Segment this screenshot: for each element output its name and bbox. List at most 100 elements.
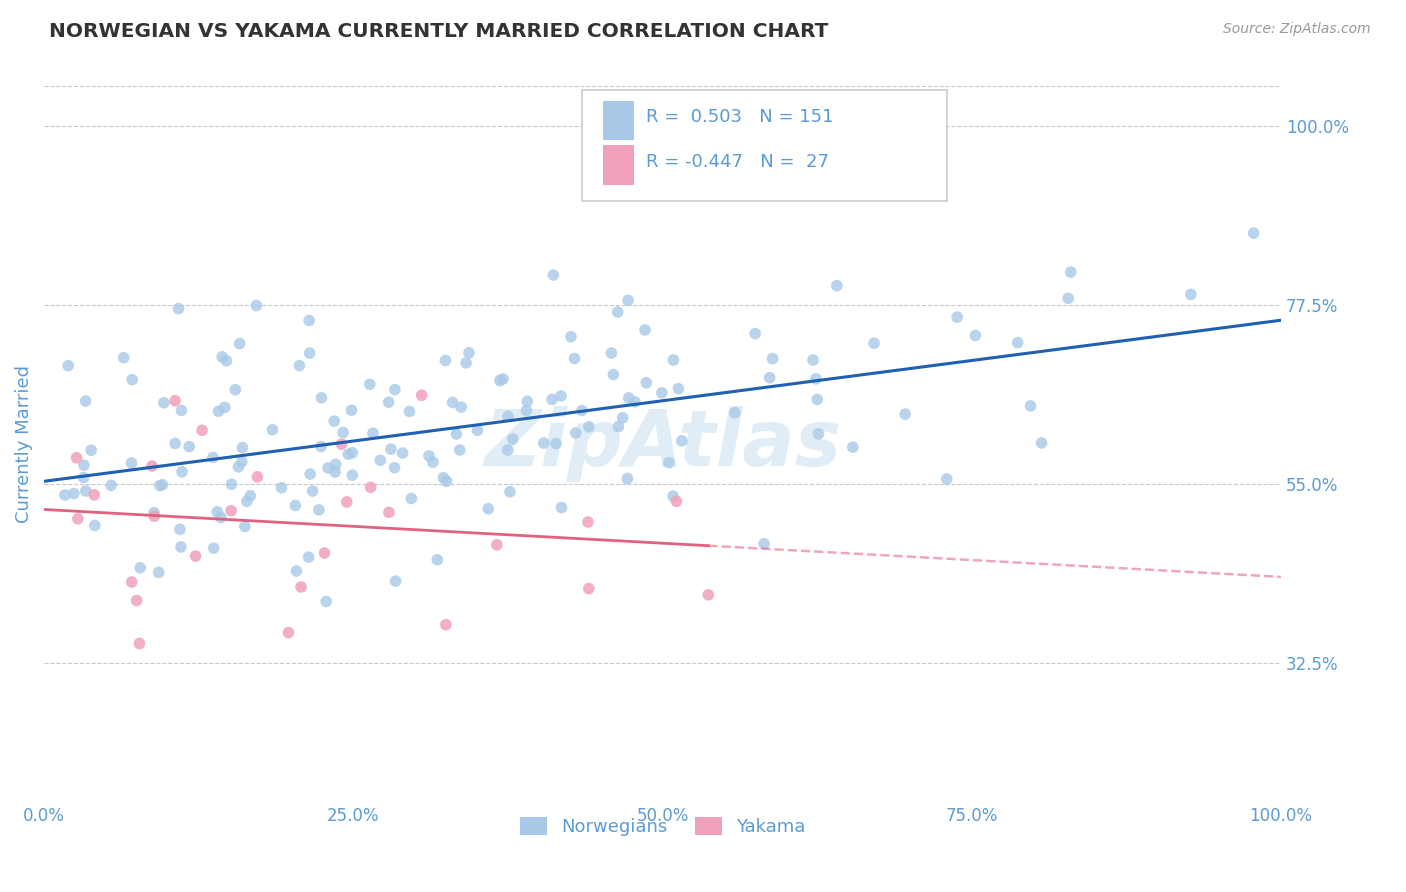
Point [170,540,193,554]
Point [499,484,522,499]
Point [141,458,163,473]
Point [121,373,143,387]
Point [1180,287,1202,301]
Point [636,376,658,390]
Point [342,468,364,483]
Point [73,458,96,472]
Point [550,389,572,403]
Point [662,353,685,368]
Point [606,305,628,319]
Point [336,495,359,509]
Point [342,446,364,460]
Point [215,353,238,368]
Point [578,582,600,596]
Point [290,580,312,594]
Point [758,370,780,384]
Point [121,574,143,589]
Point [571,403,593,417]
Point [441,395,464,409]
Point [167,301,190,316]
Point [153,396,176,410]
Point [169,522,191,536]
Point [330,437,353,451]
Point [543,268,565,282]
Point [299,467,322,481]
Point [149,478,172,492]
Point [744,326,766,341]
Text: Source: ZipAtlas.com: Source: ZipAtlas.com [1223,22,1371,37]
Point [170,403,193,417]
Point [401,491,423,506]
Point [314,546,336,560]
Point [544,436,567,450]
Point [617,391,640,405]
Point [228,336,250,351]
Point [1019,399,1042,413]
Point [337,447,360,461]
Point [612,410,634,425]
Point [209,510,232,524]
Point [467,423,489,437]
Point [600,346,623,360]
Point [651,385,673,400]
Point [1057,291,1080,305]
Point [228,459,250,474]
Point [671,434,693,448]
Point [332,425,354,440]
Point [262,423,284,437]
Point [75,484,97,499]
Point [325,457,347,471]
Point [602,368,624,382]
Point [323,465,346,479]
Point [662,489,685,503]
Point [668,382,690,396]
Point [502,432,524,446]
Point [163,393,186,408]
Point [63,486,86,500]
Point [73,470,96,484]
Point [578,419,600,434]
Point [129,561,152,575]
Point [214,401,236,415]
Point [219,504,242,518]
Point [221,477,243,491]
Point [752,537,775,551]
Text: R =  0.503   N = 151: R = 0.503 N = 151 [647,108,834,126]
Point [477,501,499,516]
Point [624,395,647,409]
Point [863,336,886,351]
Point [761,351,783,366]
Text: ZipAtlas: ZipAtlas [484,407,841,483]
Point [485,538,508,552]
Point [378,505,401,519]
Point [315,594,337,608]
Point [432,471,454,485]
Point [148,566,170,580]
Y-axis label: Currently Married: Currently Married [15,366,32,524]
Point [191,423,214,437]
Point [270,481,292,495]
Point [201,450,224,465]
Point [207,404,229,418]
Point [965,328,987,343]
Point [1060,265,1083,279]
Point [617,293,640,308]
Point [946,310,969,324]
Point [202,541,225,556]
Point [80,443,103,458]
Point [422,455,444,469]
Point [496,443,519,458]
Point [246,470,269,484]
Point [807,426,830,441]
Point [384,574,406,588]
Point [492,372,515,386]
Point [418,449,440,463]
Point [224,383,246,397]
Bar [603,101,634,140]
Point [231,455,253,469]
Point [616,472,638,486]
FancyBboxPatch shape [582,90,948,201]
Point [112,351,135,365]
Point [83,518,105,533]
Point [804,372,827,386]
